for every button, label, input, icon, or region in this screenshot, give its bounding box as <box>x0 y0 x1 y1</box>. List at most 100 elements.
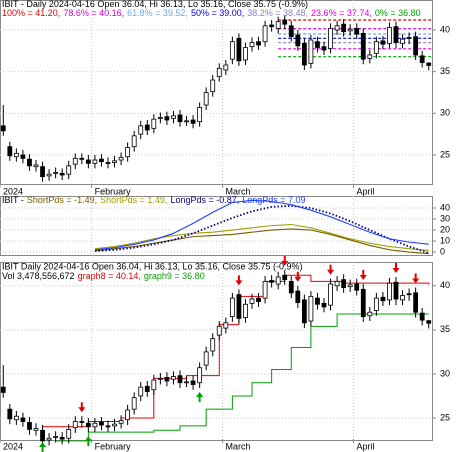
indicator-line <box>94 223 429 251</box>
candle-body <box>125 147 131 158</box>
y-tick-label: 35 <box>440 66 450 76</box>
y-tick-label: 35 <box>440 324 450 334</box>
candle-body <box>144 385 150 392</box>
candle-body <box>380 40 386 45</box>
candle-body <box>72 157 78 165</box>
volume-label: Vol 3,478,556,672 <box>2 271 75 281</box>
y-tick-label: 30 <box>440 213 450 223</box>
legend-entry: ShortPds = 1.49, <box>100 195 167 205</box>
candle-body <box>118 157 124 161</box>
candle-body <box>380 296 386 302</box>
candle-body <box>341 23 347 33</box>
candles <box>0 269 432 447</box>
candle-body <box>27 421 32 430</box>
candle-body <box>413 36 419 56</box>
candle-body <box>308 39 314 64</box>
candle-body <box>210 79 216 93</box>
candle-body <box>13 415 19 421</box>
candle-body <box>144 124 150 131</box>
candle-body <box>315 41 320 48</box>
candle-body <box>262 280 268 299</box>
y-tick-label: 20 <box>440 224 450 234</box>
indicator-title: IBIT - <box>2 195 24 205</box>
y-tick-label: 40 <box>440 24 450 34</box>
candle-body <box>151 379 157 391</box>
candle-body <box>0 125 6 132</box>
candle-body <box>79 421 85 423</box>
candle-body <box>105 162 111 164</box>
candle-body <box>79 157 85 160</box>
candle-body <box>373 297 379 311</box>
candle-body <box>197 107 203 123</box>
candle-body <box>0 386 6 393</box>
panel-title: IBIT Daily 2024-04-16 Open 36.04, Hi 36.… <box>2 261 303 271</box>
candle-body <box>419 312 425 321</box>
x-tick-label: 2024 <box>3 441 23 451</box>
candle-body <box>223 64 229 71</box>
candle-body <box>367 311 373 317</box>
candle-body <box>177 375 183 384</box>
candle-body <box>328 283 333 306</box>
candle-body <box>400 295 405 301</box>
candle-body <box>151 118 157 129</box>
candle-body <box>92 159 98 164</box>
fib-label: 23.6% = 37.74, <box>311 8 372 18</box>
candle-body <box>321 46 327 51</box>
sell-arrow <box>294 271 302 282</box>
candle-body <box>243 303 248 318</box>
candle-body <box>419 55 425 63</box>
x-tick-label: February <box>95 441 132 451</box>
y-tick-label: 25 <box>440 412 450 422</box>
candle-body <box>171 376 176 380</box>
candle-body <box>321 303 327 308</box>
candle-body <box>99 158 104 163</box>
indicator-header: IBIT - ShortPds = -1.49, ShortPds = 1.49, L… <box>2 195 306 205</box>
candle-body <box>72 421 78 429</box>
candle-body <box>413 292 419 313</box>
candle-body <box>334 25 340 31</box>
candle-body <box>387 27 392 44</box>
fib-label: 100% = 41.20, <box>2 8 60 18</box>
x-tick-label: April <box>356 441 374 451</box>
y-tick-label: 0 <box>440 246 445 256</box>
candle-body <box>249 298 255 304</box>
candle-body <box>269 24 275 28</box>
candle-body <box>360 32 366 60</box>
legend-entry: graph9 = 36.80 <box>144 271 205 281</box>
indicator-line <box>94 199 429 251</box>
candle-body <box>7 408 13 420</box>
candle-body <box>59 436 65 440</box>
candle-body <box>275 276 281 285</box>
candle-body <box>20 417 26 422</box>
price-panel-frame <box>0 0 433 185</box>
candle-body <box>40 166 45 178</box>
candle-body <box>184 120 189 123</box>
candle-body <box>7 146 13 157</box>
candle-body <box>236 37 242 62</box>
candle-body <box>27 158 32 167</box>
candle-body <box>85 422 91 428</box>
sell-arrow <box>281 255 289 266</box>
fib-label: 50% = 39.00, <box>191 8 244 18</box>
y-tick-label: 25 <box>440 149 450 159</box>
candle-body <box>269 280 275 283</box>
candle-body <box>125 409 131 421</box>
candle-body <box>216 325 222 336</box>
candle-body <box>138 125 144 135</box>
candle-body <box>373 41 379 54</box>
candle-body <box>328 27 333 49</box>
candle-body <box>256 41 261 46</box>
candle-body <box>243 47 248 61</box>
y-tick-label: 40 <box>440 280 450 290</box>
candle-body <box>112 423 117 427</box>
candle-body <box>157 117 163 119</box>
candle-body <box>354 27 360 35</box>
fib-label: 0% = 36.80 <box>375 8 421 18</box>
candle-body <box>308 295 314 322</box>
sell-arrow <box>327 264 335 275</box>
candle-body <box>53 172 59 174</box>
step-line <box>55 313 429 442</box>
candle-body <box>66 165 72 175</box>
y-tick-label: 10 <box>440 235 450 245</box>
